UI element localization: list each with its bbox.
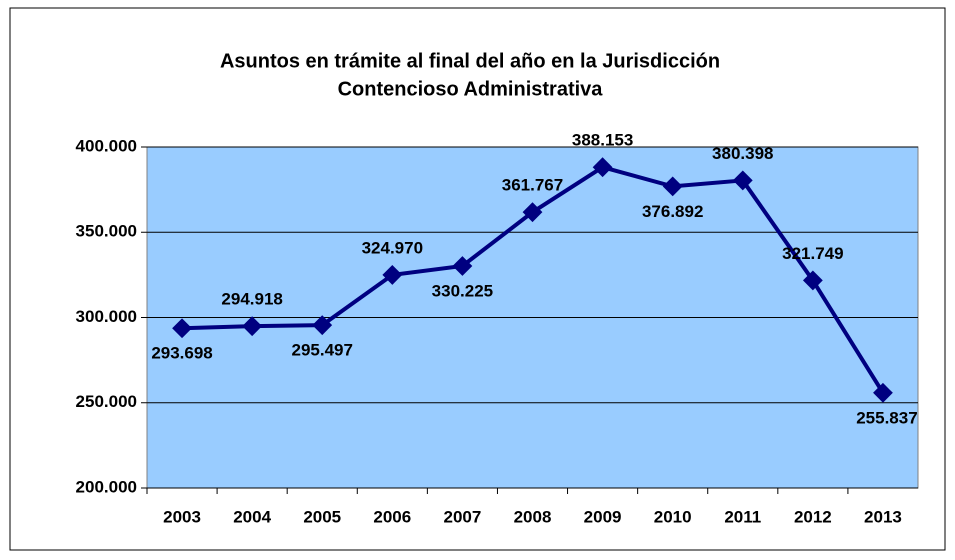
x-tick-label: 2010 xyxy=(654,507,692,526)
x-tick-label: 2013 xyxy=(864,507,902,526)
x-tick-label: 2003 xyxy=(163,507,201,526)
x-tick-label: 2005 xyxy=(303,507,341,526)
data-label: 324.970 xyxy=(362,238,423,257)
marker xyxy=(802,270,823,291)
data-label: 361.767 xyxy=(502,176,563,195)
data-label: 294.918 xyxy=(221,290,282,309)
chart-title: Asuntos en trámite al final del año en l… xyxy=(220,50,720,72)
y-tick-label: 350.000 xyxy=(76,222,137,241)
data-label: 380.398 xyxy=(712,144,773,163)
x-tick-label: 2011 xyxy=(724,507,761,526)
data-label: 295.497 xyxy=(292,341,353,360)
y-tick-label: 300.000 xyxy=(76,307,137,326)
marker xyxy=(242,316,263,337)
marker xyxy=(312,315,333,336)
marker xyxy=(382,265,403,285)
marker xyxy=(873,382,893,403)
data-label: 330.225 xyxy=(432,281,493,300)
x-tick-label: 2012 xyxy=(794,507,832,526)
x-tick-label: 2009 xyxy=(584,507,622,526)
data-label: 376.892 xyxy=(642,202,703,221)
marker xyxy=(452,256,473,276)
data-label: 321.749 xyxy=(782,244,843,263)
data-label: 255.837 xyxy=(856,408,917,427)
y-tick-label: 400.000 xyxy=(76,136,137,155)
x-tick-label: 2007 xyxy=(443,507,481,526)
x-tick-label: 2006 xyxy=(373,507,411,526)
x-tick-label: 2004 xyxy=(233,507,271,526)
y-tick-label: 250.000 xyxy=(76,392,137,411)
chart-title: Contencioso Administrativa xyxy=(338,78,604,100)
marker xyxy=(172,318,192,339)
y-tick-label: 200.000 xyxy=(76,477,137,496)
data-label: 388.153 xyxy=(572,131,633,150)
data-label: 293.698 xyxy=(151,344,212,363)
x-tick-label: 2008 xyxy=(514,507,552,526)
